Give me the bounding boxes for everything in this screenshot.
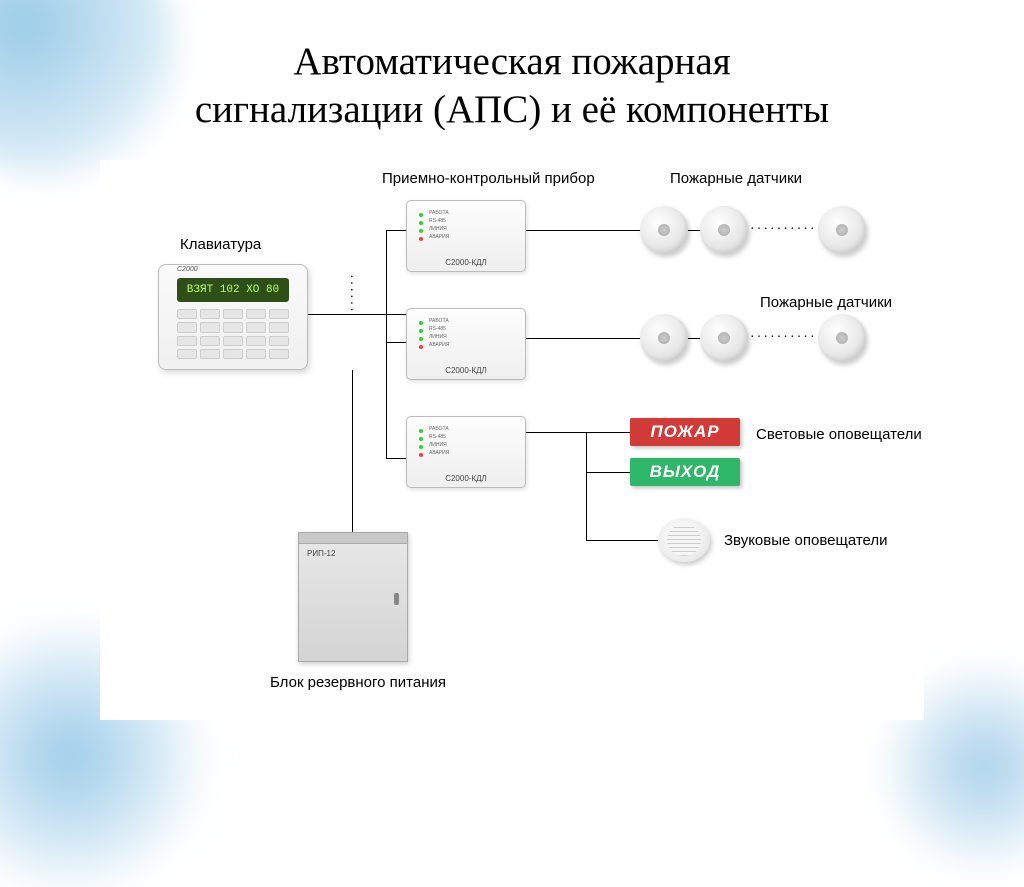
control-panel: РАБОТАRS-485ЛИНИЯАВАРИЯ С2000-КДЛ <box>406 416 526 488</box>
led-icon <box>419 221 423 225</box>
connector-line <box>526 432 586 433</box>
exit-sign: ВЫХОД <box>630 458 740 486</box>
led-icon <box>419 237 423 241</box>
fire-sign: ПОЖАР <box>630 418 740 446</box>
connector-line <box>688 230 700 231</box>
ctrl-leds <box>419 213 423 245</box>
label-control: Приемно-контрольный прибор <box>382 170 595 187</box>
ctrl-model-label: С2000-КДЛ <box>407 258 525 267</box>
connector-line <box>352 370 353 532</box>
smoke-detector-icon <box>818 314 866 362</box>
led-icon <box>419 329 423 333</box>
page-title: Автоматическая пожарная сигнализации (АП… <box>0 38 1024 133</box>
connector-line <box>386 230 406 231</box>
led-icon <box>419 337 423 341</box>
ctrl-leds <box>419 321 423 353</box>
ctrl-model-label: С2000-КДЛ <box>407 366 525 375</box>
connector-dotted: ··········· <box>750 224 816 236</box>
connector-line <box>526 230 640 231</box>
connector-line <box>526 338 640 339</box>
ctrl-led-labels: РАБОТАRS-485ЛИНИЯАВАРИЯ <box>429 209 449 241</box>
sounder-icon <box>658 518 710 562</box>
ctrl-model-label: С2000-КДЛ <box>407 474 525 483</box>
title-line-2: сигнализации (АПС) и её компоненты <box>195 88 829 131</box>
label-keypad: Клавиатура <box>180 236 261 253</box>
power-supply-unit: РИП-12 <box>298 532 408 662</box>
led-icon <box>419 429 423 433</box>
control-panel: РАБОТАRS-485ЛИНИЯАВАРИЯ С2000-КДЛ <box>406 200 526 272</box>
connector-line <box>586 472 630 473</box>
connector-line <box>586 540 658 541</box>
led-icon <box>419 453 423 457</box>
led-icon <box>419 321 423 325</box>
title-line-1: Автоматическая пожарная <box>293 40 730 83</box>
smoke-detector-icon <box>700 314 748 362</box>
smoke-detector-icon <box>640 206 688 254</box>
psu-model-label: РИП-12 <box>307 549 335 558</box>
label-sound: Звуковые оповещатели <box>724 532 888 549</box>
keypad-buttons <box>177 309 289 359</box>
smoke-detector-icon <box>640 314 688 362</box>
led-icon <box>419 345 423 349</box>
label-psu: Блок резервного питания <box>270 674 446 691</box>
led-icon <box>419 229 423 233</box>
smoke-detector-icon <box>818 206 866 254</box>
label-light: Световые оповещатели <box>756 426 922 443</box>
ctrl-led-labels: РАБОТАRS-485ЛИНИЯАВАРИЯ <box>429 317 449 349</box>
control-panel: РАБОТАRS-485ЛИНИЯАВАРИЯ С2000-КДЛ <box>406 308 526 380</box>
connector-dotted: ······ <box>350 274 356 314</box>
connector-line <box>688 338 700 339</box>
keypad-model-label: С2000 <box>177 266 198 273</box>
connector-dotted: ··········· <box>750 332 816 344</box>
led-icon <box>419 437 423 441</box>
label-detectors2: Пожарные датчики <box>760 294 892 311</box>
connector-line <box>308 314 406 315</box>
led-icon <box>419 445 423 449</box>
keypad-screen: ВЗЯТ 102 XO 80 <box>177 278 289 302</box>
ctrl-led-labels: РАБОТАRS-485ЛИНИЯАВАРИЯ <box>429 425 449 457</box>
aps-diagram: ····························С2000ВЗЯТ 10… <box>100 160 924 720</box>
led-icon <box>419 213 423 217</box>
connector-line <box>386 230 387 458</box>
connector-line <box>386 342 406 343</box>
ctrl-leds <box>419 429 423 461</box>
connector-line <box>386 458 406 459</box>
label-detectors1: Пожарные датчики <box>670 170 802 187</box>
connector-line <box>586 432 630 433</box>
keypad-device: С2000 ВЗЯТ 102 XO 80 <box>158 264 308 370</box>
smoke-detector-icon <box>700 206 748 254</box>
connector-line <box>586 432 587 540</box>
